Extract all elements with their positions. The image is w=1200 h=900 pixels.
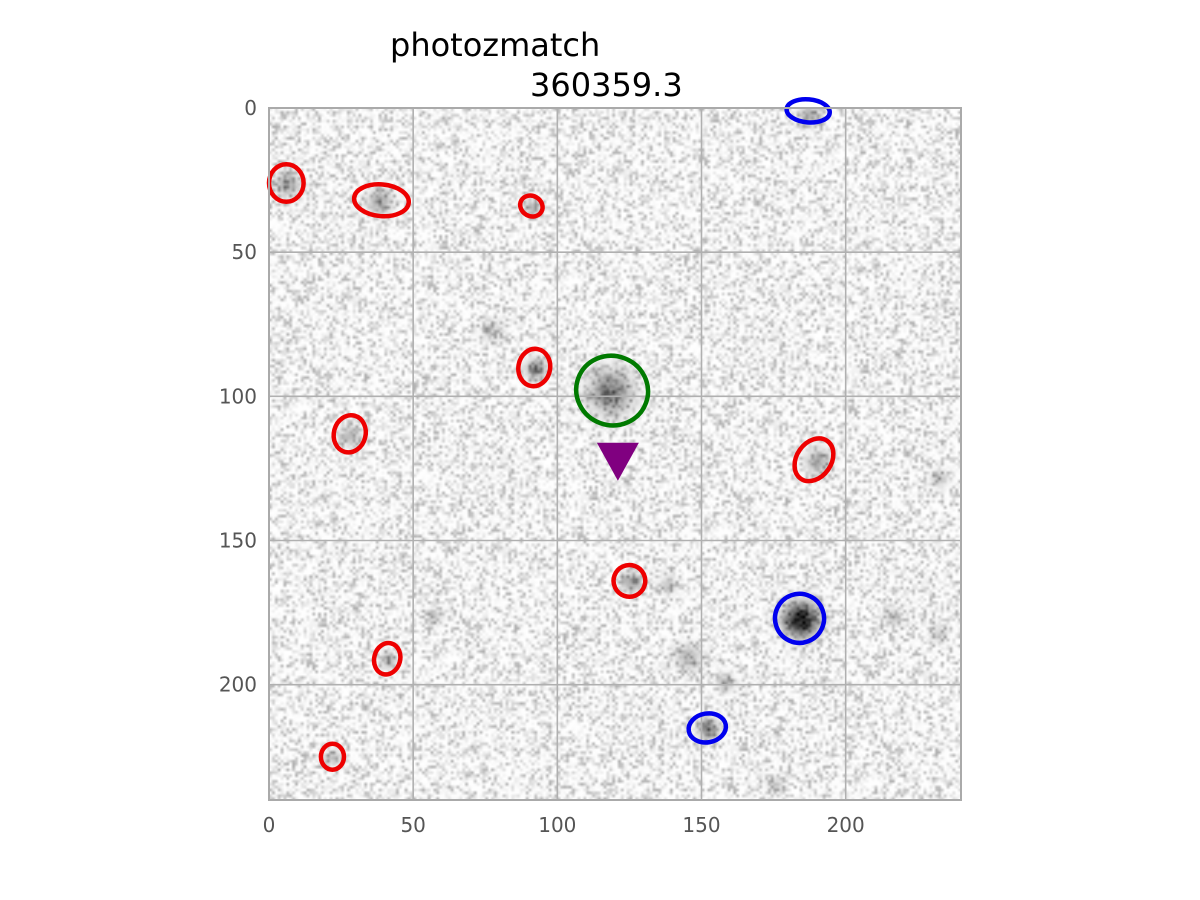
marker-layer (596, 442, 639, 481)
y-tick-label: 50 (232, 240, 257, 264)
green-ellipse (573, 353, 651, 428)
chart-title: photozmatch (390, 26, 600, 64)
plot-area (266, 96, 962, 801)
red-ellipse (318, 741, 347, 772)
red-ellipse (517, 193, 545, 219)
y-tick-label: 100 (219, 384, 257, 408)
blue-ellipse (772, 591, 827, 646)
x-tick-label: 0 (263, 813, 276, 837)
red-ellipse (792, 436, 836, 484)
triangle-down-marker (596, 442, 639, 481)
y-tick-label: 200 (219, 673, 257, 697)
red-ellipse (371, 640, 403, 677)
y-axis-ticks: 0 50 100 150 200 (219, 96, 257, 697)
x-tick-label: 100 (538, 813, 576, 837)
red-ellipse (516, 346, 553, 389)
red-ellipse (611, 562, 648, 599)
grid-lines (269, 108, 961, 800)
red-ellipse (331, 413, 369, 455)
y-tick-label: 150 (219, 529, 257, 553)
x-tick-label: 200 (827, 813, 865, 837)
blue-ellipse (686, 711, 729, 745)
red-ellipse (351, 182, 412, 219)
plot-frame (268, 107, 962, 801)
x-tick-label: 50 (400, 813, 425, 837)
y-tick-label: 0 (244, 96, 257, 120)
x-axis-ticks: 0 50 100 150 200 (263, 813, 865, 837)
x-tick-label: 150 (682, 813, 720, 837)
chart-subtitle: 360359.3 (530, 66, 683, 104)
